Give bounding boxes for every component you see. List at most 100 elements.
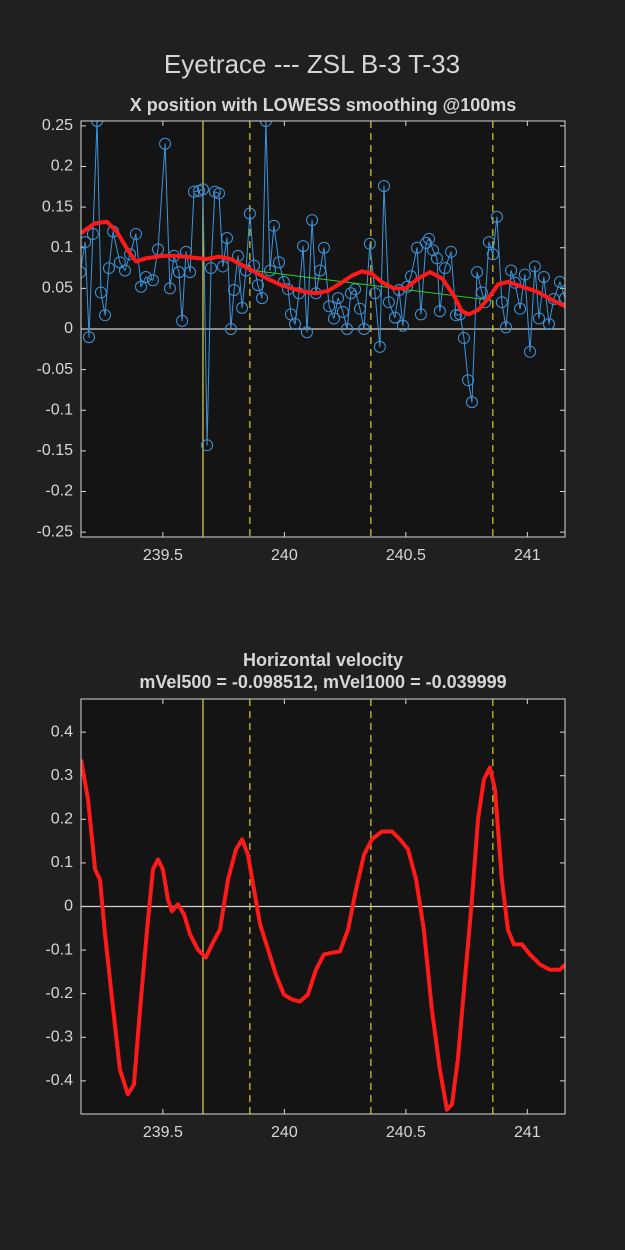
data-point (129, 227, 142, 240)
data-point (462, 374, 475, 387)
chart-subtitle: mVel500 = -0.098512, mVel1000 = -0.03999… (139, 672, 506, 692)
y-tick-label: 0.05 (42, 280, 73, 297)
y-tick-label: 0.1 (51, 854, 73, 871)
data-point (332, 292, 345, 305)
series-line (81, 759, 565, 1112)
y-tick-label: 0.4 (51, 723, 73, 740)
data-point (471, 266, 484, 279)
data-point (327, 312, 340, 325)
data-point (264, 264, 277, 277)
data-point (404, 270, 417, 283)
data-point (505, 264, 518, 277)
y-tick-label: 0.15 (42, 198, 73, 215)
y-tick-label: 0 (64, 320, 73, 337)
x-tick-label: 239.5 (143, 547, 183, 564)
data-point (317, 241, 330, 254)
y-tick-label: 0.1 (51, 239, 73, 256)
y-tick-label: -0.15 (37, 442, 74, 459)
data-point (430, 252, 443, 265)
data-point (86, 227, 99, 240)
data-point (81, 236, 92, 249)
data-point (433, 305, 446, 318)
data-point (300, 326, 313, 339)
data-point (236, 301, 249, 314)
data-point (159, 137, 172, 150)
data-point (336, 305, 349, 318)
data-point (341, 323, 354, 335)
data-point (344, 287, 357, 300)
data-point (479, 296, 492, 309)
data-point (139, 271, 152, 283)
data-point (358, 323, 371, 335)
x-tick-label: 240 (271, 547, 298, 564)
x-tick-label: 240 (271, 1124, 298, 1141)
y-tick-label: -0.1 (45, 941, 73, 958)
axes-frame (80, 120, 566, 538)
data-point (553, 275, 565, 288)
data-point (289, 318, 302, 331)
data-point (163, 282, 176, 295)
data-point (256, 292, 269, 305)
x-tick-label: 241 (514, 1124, 541, 1141)
y-tick-label: -0.05 (37, 361, 74, 378)
data-point (533, 312, 546, 325)
data-point (524, 345, 537, 358)
data-point (83, 331, 96, 344)
y-tick-label: 0.2 (51, 158, 73, 175)
data-point (414, 308, 427, 321)
data-point (224, 323, 237, 335)
data-point (297, 240, 310, 253)
data-point (528, 260, 541, 273)
y-tick-label: -0.2 (45, 985, 73, 1002)
data-point (353, 302, 366, 315)
data-point (267, 219, 280, 232)
data-point (465, 396, 478, 409)
data-point (449, 309, 462, 322)
data-point (490, 210, 503, 223)
data-point (542, 318, 555, 331)
data-point (251, 279, 264, 292)
data-point (427, 244, 440, 257)
data-point (373, 340, 386, 353)
y-tick-label: 0.2 (51, 811, 73, 828)
data-point (243, 207, 256, 220)
data-point (213, 187, 226, 200)
data-point (420, 236, 433, 249)
data-point (176, 314, 189, 327)
data-point (559, 292, 565, 305)
series-line (81, 219, 565, 317)
y-tick-label: 0.3 (51, 767, 73, 784)
data-point (135, 280, 148, 293)
data-point (146, 274, 159, 287)
y-tick-label: -0.2 (45, 483, 73, 500)
data-point (445, 245, 458, 258)
chart-title: Horizontal velocity (243, 650, 403, 670)
data-point (323, 300, 336, 313)
data-point (102, 262, 115, 275)
data-point (196, 183, 209, 196)
axes-frame (80, 698, 566, 1115)
data-point (388, 311, 401, 324)
x-tick-label: 241 (514, 547, 541, 564)
data-point (486, 248, 499, 261)
data-point (438, 262, 451, 275)
data-point (422, 232, 435, 245)
data-point (99, 309, 112, 322)
data-point (306, 214, 319, 227)
y-tick-label: 0 (64, 898, 73, 915)
data-point (396, 319, 409, 332)
data-point (204, 262, 217, 275)
data-point (118, 264, 131, 277)
data-point (518, 268, 531, 281)
y-tick-label: -0.4 (45, 1072, 73, 1089)
data-point (221, 232, 234, 244)
x-tick-label: 239.5 (143, 1124, 183, 1141)
data-point (495, 296, 508, 309)
y-tick-label: -0.1 (45, 401, 73, 418)
data-point (216, 260, 229, 273)
data-point (377, 180, 390, 192)
data-point (514, 302, 527, 315)
data-point (482, 236, 495, 249)
